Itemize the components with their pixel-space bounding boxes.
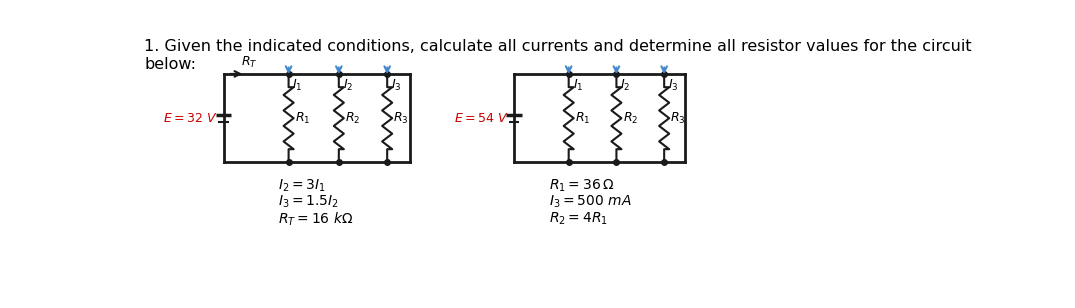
Text: $I_1$: $I_1$ (573, 78, 583, 93)
Text: $R_1 = 36\,\Omega$: $R_1 = 36\,\Omega$ (549, 178, 614, 194)
Text: $E = 54$ V: $E = 54$ V (454, 112, 507, 125)
Text: below:: below: (144, 57, 197, 72)
Text: $E = 32$ V: $E = 32$ V (163, 112, 217, 125)
Text: $R_3$: $R_3$ (671, 111, 686, 126)
Text: 1. Given the indicated conditions, calculate all currents and determine all resi: 1. Given the indicated conditions, calcu… (144, 39, 972, 54)
Text: $I_3$: $I_3$ (668, 78, 678, 93)
Text: $I_3 = 500$ mA: $I_3 = 500$ mA (549, 194, 632, 210)
Text: $R_T= 16$ k$\Omega$: $R_T= 16$ k$\Omega$ (277, 210, 353, 228)
Text: $I_3$: $I_3$ (391, 78, 402, 93)
Text: $I_2 = 3I_1$: $I_2 = 3I_1$ (277, 178, 326, 194)
Text: $R_2 = 4R_1$: $R_2 = 4R_1$ (549, 210, 608, 227)
Text: $R_2$: $R_2$ (622, 111, 637, 126)
Text: $I_3 = 1.5I_2$: $I_3 = 1.5I_2$ (277, 194, 339, 210)
Text: $I_2$: $I_2$ (343, 78, 353, 93)
Text: $R_T$: $R_T$ (242, 55, 258, 70)
Text: $R_1$: $R_1$ (295, 111, 311, 126)
Text: $I_1$: $I_1$ (292, 78, 303, 93)
Text: $I_2$: $I_2$ (620, 78, 631, 93)
Text: $R_1$: $R_1$ (575, 111, 590, 126)
Text: $R_3$: $R_3$ (393, 111, 408, 126)
Text: $R_2$: $R_2$ (345, 111, 360, 126)
